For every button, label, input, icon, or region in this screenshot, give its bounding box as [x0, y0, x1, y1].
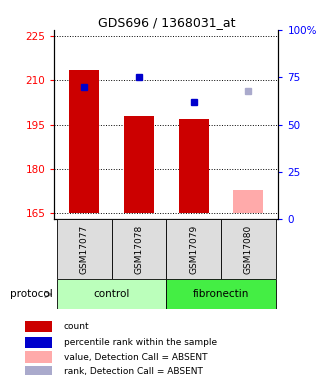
- Bar: [124, 116, 154, 213]
- Text: protocol: protocol: [10, 290, 52, 299]
- Bar: [57, 279, 166, 309]
- Title: GDS696 / 1368031_at: GDS696 / 1368031_at: [98, 16, 235, 29]
- Text: GSM17077: GSM17077: [80, 225, 89, 274]
- Bar: [25, 366, 52, 375]
- Bar: [25, 321, 52, 332]
- Text: GSM17078: GSM17078: [135, 225, 144, 274]
- Bar: [57, 219, 112, 279]
- Text: rank, Detection Call = ABSENT: rank, Detection Call = ABSENT: [64, 367, 203, 375]
- Text: percentile rank within the sample: percentile rank within the sample: [64, 338, 217, 347]
- Bar: [179, 119, 209, 213]
- Bar: [233, 190, 263, 213]
- Bar: [25, 351, 52, 363]
- Bar: [221, 219, 276, 279]
- Text: value, Detection Call = ABSENT: value, Detection Call = ABSENT: [64, 352, 207, 362]
- Text: fibronectin: fibronectin: [193, 290, 249, 299]
- Bar: [25, 337, 52, 348]
- Bar: [166, 279, 276, 309]
- Text: GSM17079: GSM17079: [189, 225, 198, 274]
- Bar: [112, 219, 166, 279]
- Text: control: control: [93, 290, 130, 299]
- Text: count: count: [64, 322, 89, 331]
- Bar: [166, 219, 221, 279]
- Text: GSM17080: GSM17080: [244, 225, 253, 274]
- Bar: [69, 70, 100, 213]
